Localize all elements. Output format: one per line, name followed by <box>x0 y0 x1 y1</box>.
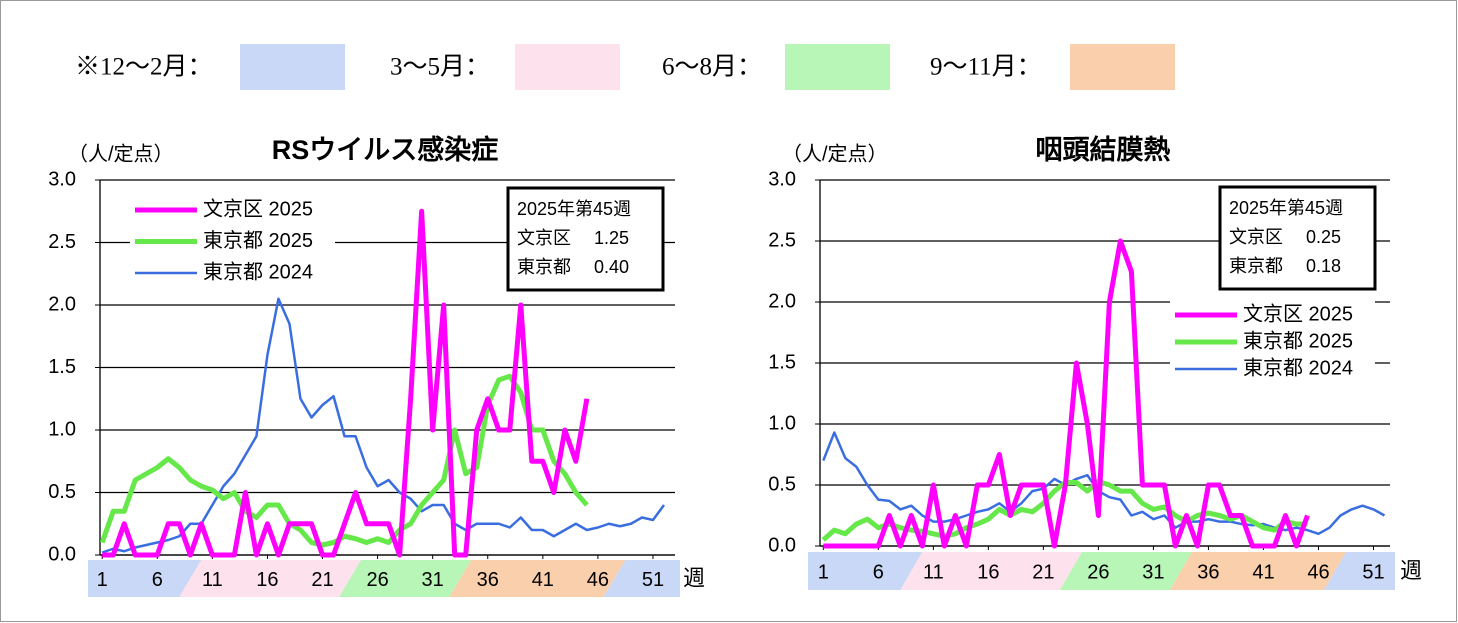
legend-label: 東京都 2025 <box>1243 329 1353 352</box>
x-tick-label: 51 <box>642 569 664 591</box>
y-tick-label: 3.0 <box>48 168 76 190</box>
info-box-value: 0.25 <box>1306 227 1341 247</box>
y-tick-label: 2.0 <box>48 293 76 315</box>
season-band <box>88 560 202 597</box>
legend: 文京区 2025 東京都 2025 東京都 2024 <box>1170 301 1375 383</box>
season-label: ※12～2月： <box>75 54 213 81</box>
legend-label: 東京都 2024 <box>203 260 313 283</box>
info-box-value: 0.18 <box>1306 256 1341 276</box>
x-tick-label: 11 <box>923 561 944 583</box>
x-tick-label: 31 <box>1142 561 1164 583</box>
y-tick-label: 0.0 <box>768 534 796 556</box>
info-box-title: 2025年第45週 <box>517 199 631 219</box>
season-band <box>449 560 626 597</box>
x-tick-label: 31 <box>422 569 444 591</box>
season-label: 9～11月： <box>930 54 1042 81</box>
info-box-title: 2025年第45週 <box>1229 198 1343 218</box>
info-box-label: 文京区 <box>1229 227 1283 247</box>
x-tick-label: 26 <box>366 569 388 591</box>
season-band <box>1323 552 1395 590</box>
x-tick-label: 6 <box>152 569 163 591</box>
x-tick-label: 46 <box>1307 561 1329 583</box>
season-band <box>179 560 362 597</box>
y-tick-label: 3.0 <box>768 168 796 190</box>
legend: 文京区 2025 東京都 2025 東京都 2024 <box>130 196 335 283</box>
x-tick-label: 41 <box>532 569 554 591</box>
x-tick-label: 1 <box>97 569 108 591</box>
x-axis-label: 週 <box>683 566 705 591</box>
x-tick-label: 6 <box>873 561 884 583</box>
x-tick-label: 11 <box>202 569 223 591</box>
chart-title: 咽頭結膜熱 <box>1036 134 1171 165</box>
y-tick-label: 0.0 <box>48 543 76 565</box>
info-box-frame <box>1218 185 1377 291</box>
season-band <box>900 552 1082 590</box>
series-line <box>823 238 1310 549</box>
x-tick-label: 16 <box>256 569 278 591</box>
x-tick-label: 36 <box>477 569 499 591</box>
y-tick-label: 0.5 <box>48 481 76 503</box>
x-tick-label: 21 <box>311 569 333 591</box>
y-tick-label: 0.5 <box>768 473 796 495</box>
x-tick-label: 51 <box>1362 561 1384 583</box>
info-box-label: 文京区 <box>517 228 571 248</box>
info-box-label: 東京都 <box>1229 256 1283 276</box>
y-axis-label: （人/定点） <box>782 142 888 165</box>
season-band <box>603 560 680 597</box>
legend-label: 東京都 2025 <box>203 229 313 252</box>
series-line <box>99 373 589 548</box>
x-tick-label: 36 <box>1197 561 1219 583</box>
y-tick-label: 1.5 <box>768 351 796 373</box>
x-tick-label: 26 <box>1087 561 1109 583</box>
legend-label: 東京都 2024 <box>1243 356 1353 379</box>
y-tick-label: 1.5 <box>48 356 76 378</box>
info-box-label: 東京都 <box>517 257 571 277</box>
y-axis-label: （人/定点） <box>68 142 174 165</box>
info-box-frame <box>506 186 665 292</box>
legend-label: 文京区 2025 <box>1243 302 1353 325</box>
x-tick-label: 41 <box>1252 561 1274 583</box>
season-band <box>1059 552 1192 590</box>
y-tick-label: 1.0 <box>48 418 76 440</box>
y-tick-label: 1.0 <box>768 412 796 434</box>
info-box-value: 1.25 <box>594 228 629 248</box>
series-line <box>102 208 590 558</box>
y-tick-label: 2.0 <box>768 290 796 312</box>
x-tick-label: 21 <box>1032 561 1054 583</box>
season-swatch <box>1070 44 1175 90</box>
x-tick-label: 1 <box>818 561 829 583</box>
season-band <box>339 560 472 597</box>
info-box-value: 0.40 <box>594 257 629 277</box>
series-line <box>101 297 665 554</box>
x-tick-label: 16 <box>977 561 999 583</box>
chart-title: RSウイルス感染症 <box>272 134 499 165</box>
x-axis-label: 週 <box>1400 558 1422 583</box>
legend-label: 文京区 2025 <box>203 197 313 220</box>
season-band <box>1169 552 1346 590</box>
season-label: 6～8月： <box>662 54 762 81</box>
season-band <box>808 552 923 590</box>
season-swatch <box>785 44 890 90</box>
season-swatch <box>240 44 345 90</box>
season-swatch <box>515 44 620 90</box>
season-label: 3～5月： <box>390 54 490 81</box>
y-tick-label: 2.5 <box>48 231 76 253</box>
x-tick-label: 46 <box>587 569 609 591</box>
y-tick-label: 2.5 <box>768 229 796 251</box>
